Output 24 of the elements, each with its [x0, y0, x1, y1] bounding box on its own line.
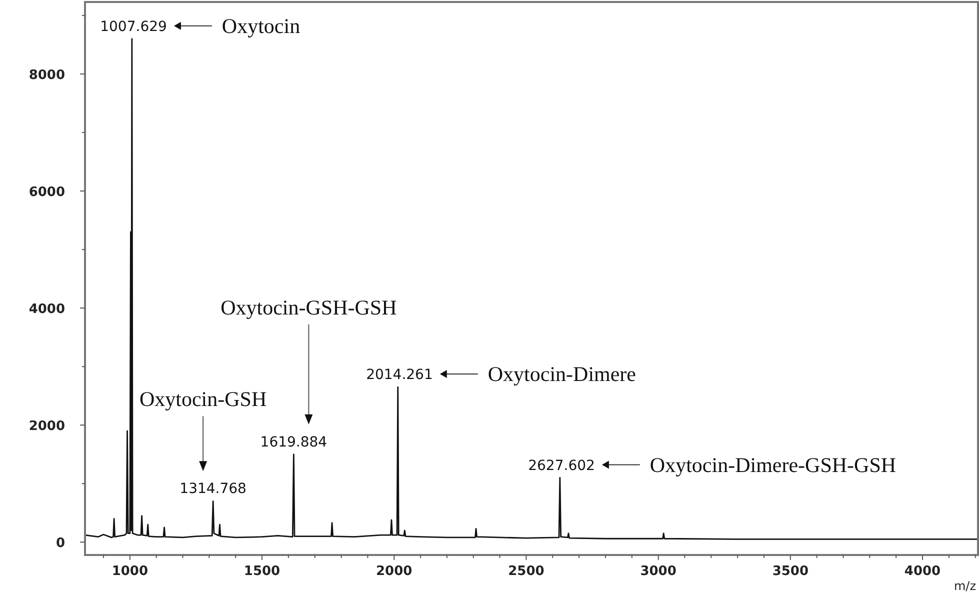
annotation: 2627.602 — [528, 458, 595, 474]
y-tick-label: 6000 — [28, 185, 65, 200]
annotation: Oxytocin — [222, 14, 301, 38]
x-tick-label: 1500 — [244, 564, 280, 579]
x-tick-label: 3000 — [640, 564, 676, 579]
annotation: 1007.629 — [100, 18, 167, 35]
y-tick-label: 2000 — [28, 419, 65, 434]
x-axis-title: m/z — [954, 579, 976, 592]
annotation: Oxytocin-Dimere — [488, 362, 636, 386]
y-tick-label: 4000 — [28, 302, 65, 318]
annotation: Oxytocin-Dimere-GSH-GSH — [650, 452, 896, 477]
annotation: 2014.261 — [366, 367, 433, 384]
annotation: Oxytocin-GSH — [139, 387, 267, 412]
annotation: 1314.768 — [180, 481, 246, 498]
x-tick-label: 4000 — [904, 564, 941, 579]
line-series — [84, 38, 979, 540]
y-tick-label: 0 — [56, 536, 65, 552]
x-tick-label: 3500 — [772, 564, 809, 579]
y-tick-label: 8000 — [28, 68, 65, 83]
annotation: Oxytocin-GSH-GSH — [220, 295, 397, 320]
x-tick-label: 2500 — [508, 564, 544, 579]
x-tick-label: 2000 — [376, 564, 412, 579]
annotation: 1619.884 — [260, 434, 328, 450]
x-tick-label: 1000 — [112, 564, 148, 579]
